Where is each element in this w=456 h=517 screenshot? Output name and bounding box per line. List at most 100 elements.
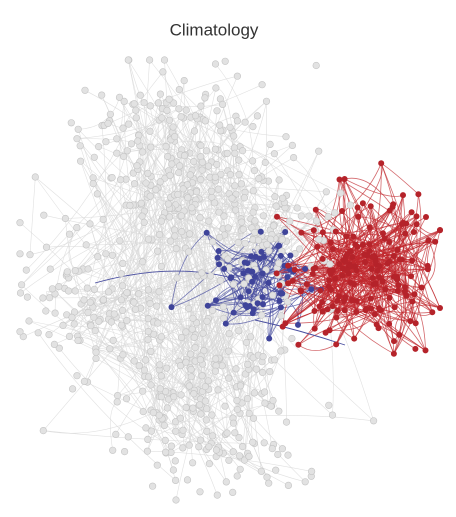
gray-node bbox=[226, 171, 234, 179]
gray-node bbox=[225, 374, 233, 382]
gray-node bbox=[106, 345, 114, 353]
red-node bbox=[372, 258, 379, 265]
gray-node bbox=[284, 298, 292, 306]
gray-edge bbox=[215, 63, 253, 161]
gray-node bbox=[45, 331, 53, 339]
gray-node bbox=[39, 427, 47, 435]
red-node bbox=[319, 299, 326, 306]
gray-node bbox=[272, 466, 280, 474]
gray-node bbox=[153, 302, 161, 310]
red-node bbox=[366, 224, 373, 231]
gray-node bbox=[220, 212, 228, 220]
gray-node bbox=[113, 392, 122, 400]
red-node bbox=[332, 275, 339, 282]
gray-edge bbox=[111, 288, 166, 453]
red-node bbox=[366, 248, 373, 255]
gray-node bbox=[63, 268, 71, 276]
gray-edge bbox=[80, 161, 210, 464]
gray-edge bbox=[77, 150, 128, 341]
red-node bbox=[359, 200, 366, 207]
gray-node bbox=[102, 250, 110, 258]
gray-edge bbox=[29, 176, 36, 255]
gray-node bbox=[50, 340, 59, 349]
gray-node bbox=[169, 123, 177, 131]
red-node bbox=[409, 298, 416, 305]
gray-edge bbox=[104, 75, 238, 126]
gray-node bbox=[139, 408, 147, 416]
blue-node bbox=[248, 253, 255, 260]
gray-node bbox=[123, 316, 131, 325]
gray-node bbox=[46, 265, 54, 273]
gray-node bbox=[177, 113, 185, 121]
gray-node bbox=[266, 368, 274, 376]
gray-node bbox=[165, 116, 174, 124]
gray-node bbox=[172, 427, 180, 435]
red-node bbox=[413, 221, 420, 228]
red-node bbox=[349, 254, 356, 261]
red-node bbox=[319, 229, 326, 236]
gray-node bbox=[134, 137, 142, 145]
red-node bbox=[424, 262, 431, 269]
gray-node bbox=[235, 434, 243, 442]
gray-edge bbox=[62, 325, 160, 371]
gray-node bbox=[236, 465, 244, 473]
gray-node bbox=[221, 57, 229, 65]
red-node bbox=[374, 267, 381, 274]
gray-node bbox=[233, 72, 241, 80]
gray-node bbox=[324, 212, 332, 221]
gray-node bbox=[198, 166, 206, 174]
gray-node bbox=[140, 218, 148, 226]
gray-node bbox=[177, 362, 185, 370]
gray-node bbox=[169, 466, 177, 474]
gray-node bbox=[185, 304, 193, 313]
gray-edge bbox=[167, 315, 282, 393]
red-node bbox=[276, 282, 283, 289]
gray-node bbox=[203, 427, 211, 436]
gray-node bbox=[18, 281, 26, 289]
gray-node bbox=[230, 132, 238, 140]
gray-node bbox=[229, 488, 237, 497]
gray-node bbox=[236, 452, 244, 460]
red-node bbox=[279, 323, 286, 330]
red-node bbox=[437, 305, 443, 311]
gray-node bbox=[263, 240, 271, 248]
gray-node bbox=[139, 258, 147, 266]
gray-node bbox=[180, 152, 189, 160]
gray-node bbox=[162, 143, 170, 151]
gray-node bbox=[109, 446, 117, 454]
gray-node bbox=[249, 157, 257, 165]
red-node bbox=[394, 246, 401, 253]
red-edge bbox=[276, 273, 333, 307]
gray-node bbox=[301, 478, 309, 486]
red-node bbox=[341, 307, 348, 314]
gray-node bbox=[190, 127, 199, 135]
gray-node bbox=[23, 293, 32, 301]
blue-node bbox=[252, 273, 258, 280]
gray-node bbox=[157, 217, 166, 225]
gray-node bbox=[178, 228, 186, 236]
gray-node bbox=[271, 193, 279, 201]
red-node bbox=[311, 308, 318, 314]
red-node bbox=[333, 341, 340, 348]
red-node bbox=[329, 267, 336, 274]
gray-node bbox=[142, 179, 150, 187]
gray-node bbox=[251, 228, 259, 237]
gray-node bbox=[160, 421, 168, 430]
gray-node bbox=[22, 266, 30, 274]
gray-node bbox=[266, 140, 274, 148]
gray-node bbox=[201, 397, 209, 405]
gray-node bbox=[185, 248, 193, 256]
gray-node bbox=[82, 241, 90, 249]
red-node bbox=[390, 201, 397, 208]
gray-node bbox=[118, 306, 127, 315]
gray-node bbox=[149, 409, 157, 417]
red-node bbox=[298, 229, 305, 236]
gray-node bbox=[135, 290, 143, 298]
red-node bbox=[309, 270, 316, 277]
red-node bbox=[354, 204, 361, 211]
gray-node bbox=[284, 451, 292, 459]
gray-node bbox=[260, 439, 268, 447]
red-node bbox=[341, 176, 348, 182]
gray-node bbox=[370, 417, 378, 425]
gray-node bbox=[55, 283, 63, 291]
